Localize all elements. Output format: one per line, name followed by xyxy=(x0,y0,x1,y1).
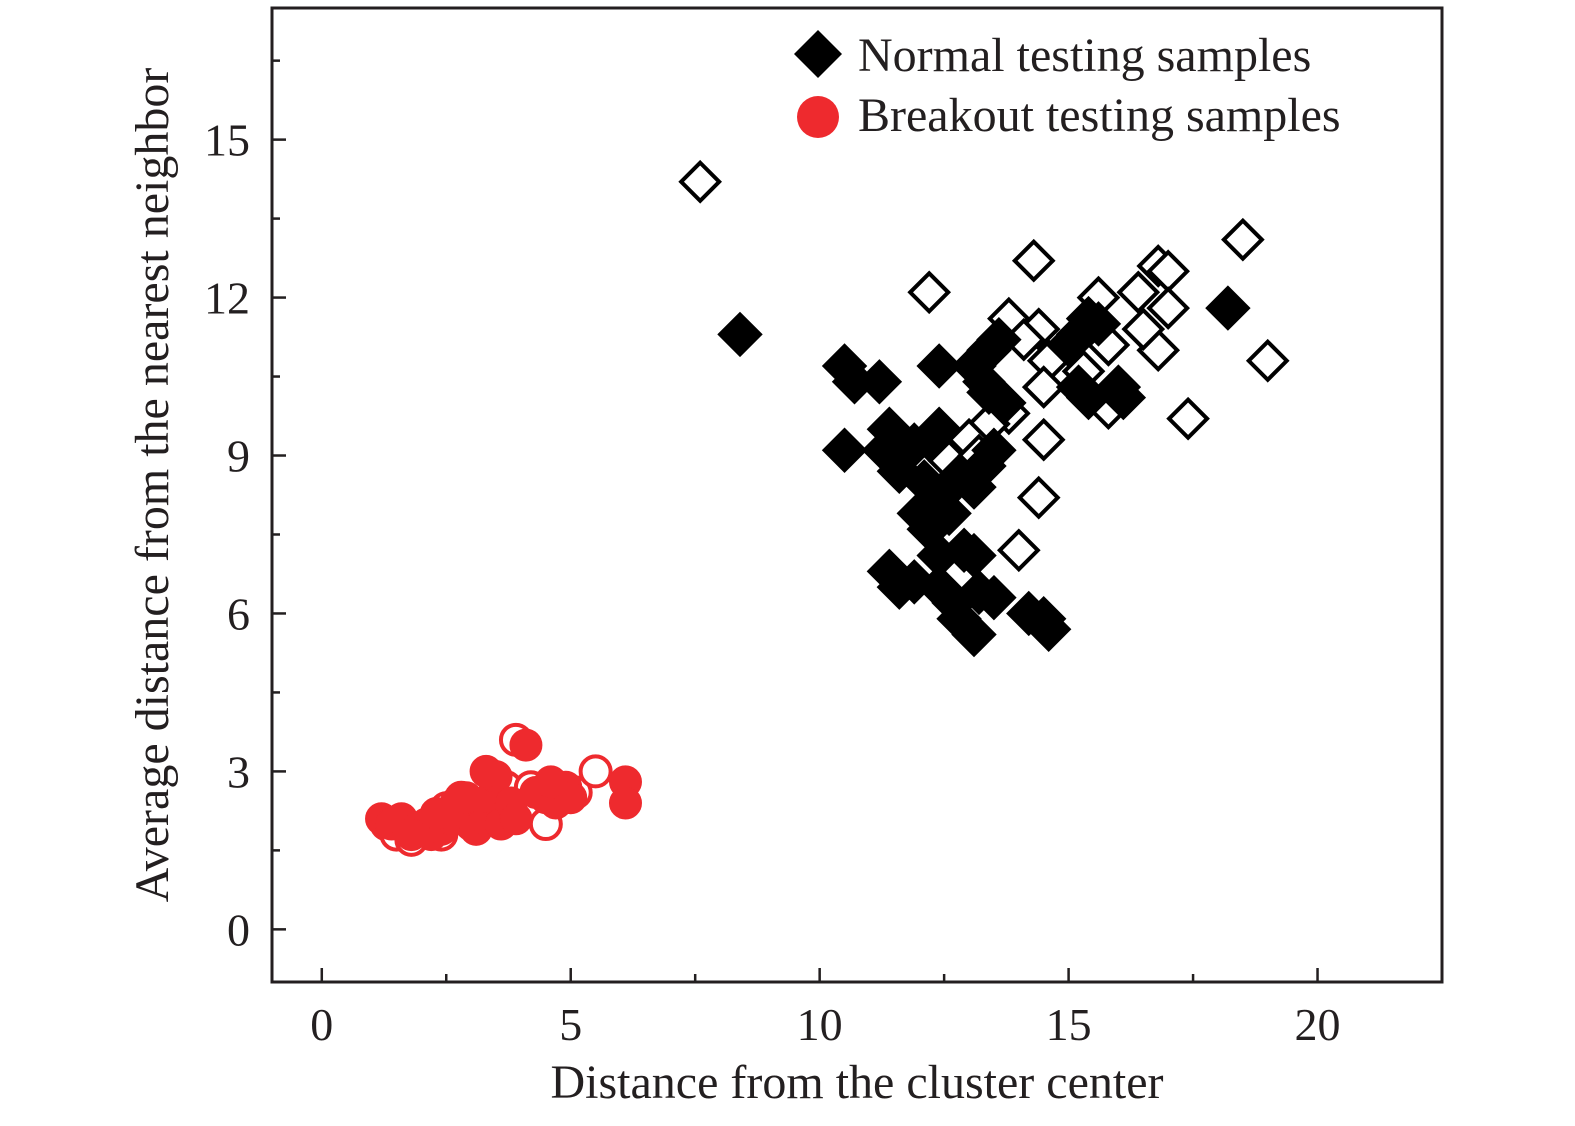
normal-open-point xyxy=(1121,307,1166,351)
normal-filled-point xyxy=(1100,374,1147,421)
breakout-filled-point xyxy=(499,802,533,836)
series-breakout xyxy=(365,722,642,857)
normal-open-point xyxy=(1245,338,1290,383)
markers-layer xyxy=(365,159,1290,857)
normal-filled-point xyxy=(976,316,1022,363)
breakout-filled-point xyxy=(419,797,453,831)
ticks-layer xyxy=(272,59,1319,982)
normal-open-point xyxy=(678,159,722,204)
normal-open-point xyxy=(1146,286,1190,330)
normal-open-point xyxy=(1016,475,1061,520)
normal-filled-point xyxy=(916,406,962,452)
normal-filled-point xyxy=(1205,285,1251,331)
legend: Normal testing samples Breakout testing … xyxy=(794,29,1341,142)
breakout-filled-point xyxy=(509,728,543,762)
breakout-filled-point xyxy=(534,765,568,799)
x-tick-label: 10 xyxy=(797,999,843,1050)
normal-filled-point xyxy=(856,359,903,405)
x-tick-label: 5 xyxy=(559,999,582,1050)
y-tick-label: 15 xyxy=(204,115,250,166)
normal-filled-point xyxy=(896,490,942,537)
normal-open-point xyxy=(1011,238,1056,283)
plot-frame xyxy=(270,6,1444,984)
legend-normal-marker xyxy=(794,30,842,78)
normal-open-point xyxy=(907,270,952,315)
normal-filled-point xyxy=(861,427,908,473)
legend-breakout-marker xyxy=(797,96,839,138)
normal-filled-point xyxy=(717,311,763,358)
y-tick-label: 12 xyxy=(204,273,250,324)
legend-breakout-label: Breakout testing samples xyxy=(858,89,1341,142)
x-tick-label: 20 xyxy=(1295,999,1341,1050)
normal-open-point xyxy=(1021,365,1066,409)
normal-open-point xyxy=(1116,270,1161,315)
normal-filled-point xyxy=(916,343,962,389)
y-tick-label: 6 xyxy=(227,588,250,639)
normal-open-point xyxy=(1166,396,1210,441)
x-tick-label: 15 xyxy=(1046,999,1092,1050)
breakout-filled-point xyxy=(469,754,503,788)
normal-filled-point xyxy=(1075,301,1122,347)
normal-open-point xyxy=(1221,217,1265,262)
legend-normal-label: Normal testing samples xyxy=(858,29,1311,82)
breakout-open-point xyxy=(578,754,613,789)
normal-filled-point xyxy=(971,574,1017,621)
normal-filled-point xyxy=(951,611,997,658)
y-tick-label: 0 xyxy=(227,904,250,955)
x-tick-label: 0 xyxy=(310,999,333,1050)
series-normal xyxy=(678,159,1290,658)
normal-filled-point xyxy=(1020,596,1067,642)
normal-open-point xyxy=(1021,417,1066,462)
normal-filled-point xyxy=(821,427,868,473)
breakout-filled-point xyxy=(449,781,483,815)
x-axis-title: Distance from the cluster center xyxy=(550,1056,1163,1109)
y-tick-label: 3 xyxy=(227,746,250,797)
breakout-filled-point xyxy=(394,818,428,852)
breakout-filled-point xyxy=(608,786,642,820)
normal-open-point xyxy=(996,528,1041,573)
tick-labels-layer: 0 5 10 15 20 0 3 6 9 12 15 xyxy=(204,115,1341,1050)
y-tick-label: 9 xyxy=(227,431,250,482)
normal-filled-point xyxy=(981,380,1027,426)
normal-filled-point xyxy=(971,427,1017,473)
y-axis-title: Average distance from the nearest neighb… xyxy=(126,68,179,903)
